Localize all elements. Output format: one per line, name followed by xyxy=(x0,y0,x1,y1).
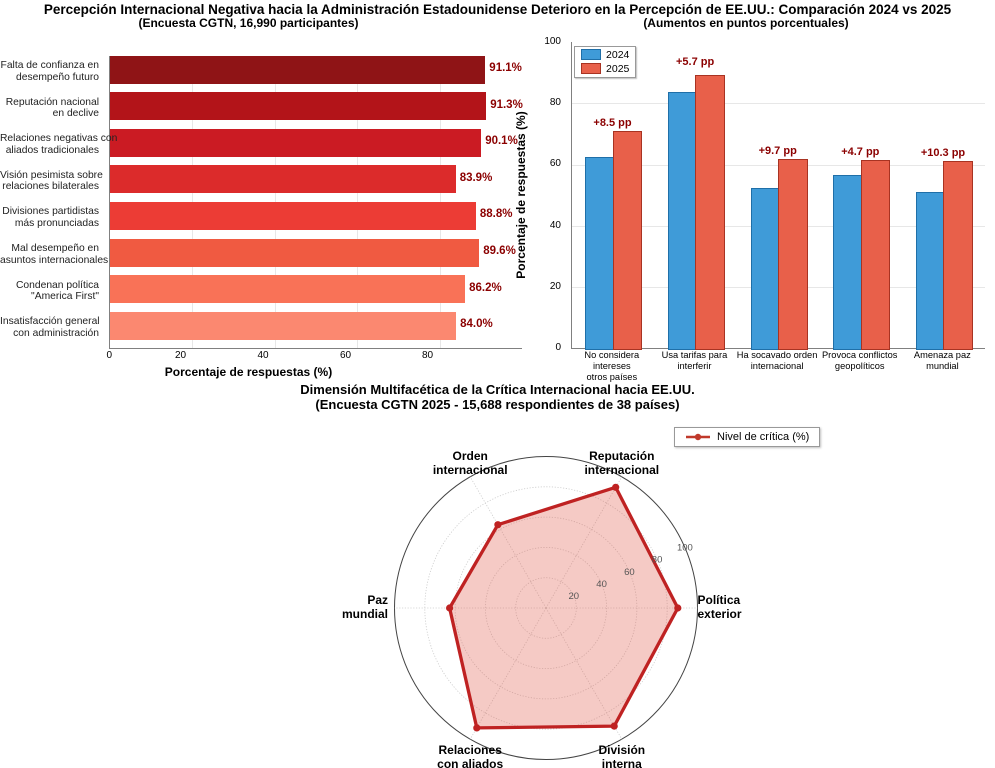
svg-text:internacional: internacional xyxy=(433,463,508,477)
svg-text:Reputación: Reputación xyxy=(589,449,654,463)
svg-text:20: 20 xyxy=(569,591,580,602)
svg-text:Política: Política xyxy=(698,593,741,607)
svg-text:mundial: mundial xyxy=(342,607,388,621)
svg-text:División: División xyxy=(598,743,645,757)
svg-text:60: 60 xyxy=(624,567,635,578)
svg-text:interna: interna xyxy=(602,757,642,768)
svg-text:exterior: exterior xyxy=(698,607,742,621)
svg-text:Orden: Orden xyxy=(453,449,488,463)
svg-text:con aliados: con aliados xyxy=(437,757,503,768)
svg-text:Paz: Paz xyxy=(367,593,388,607)
svg-text:Relaciones: Relaciones xyxy=(439,743,503,757)
svg-text:100: 100 xyxy=(677,543,693,554)
svg-text:internacional: internacional xyxy=(584,463,659,477)
svg-text:40: 40 xyxy=(596,579,607,590)
svg-text:80: 80 xyxy=(652,555,663,566)
